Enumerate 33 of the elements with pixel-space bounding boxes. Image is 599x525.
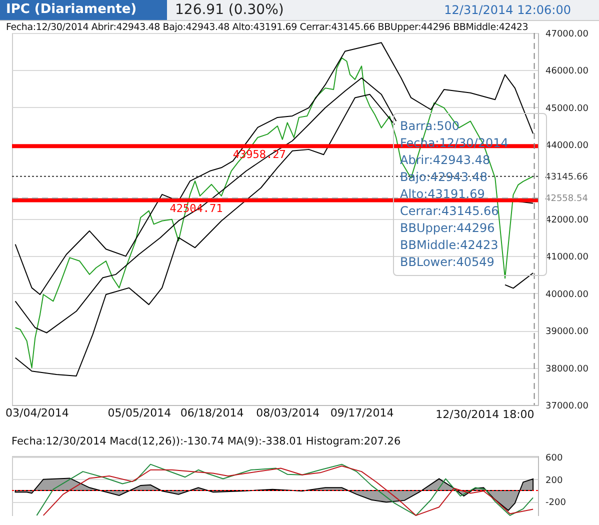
x-tick-label: 06/18/2014 <box>180 406 244 420</box>
ref-line-label: 43145.66 <box>545 172 588 182</box>
annotation: BBLower:40549 <box>400 254 496 271</box>
x-tick-label: 08/03/2014 <box>256 406 320 420</box>
y-tick-label: 40000.00 <box>546 290 589 300</box>
y-tick-label: 200 <box>546 476 563 486</box>
x-tick-label: 09/17/2014 <box>330 406 394 420</box>
annotation: BBUpper:44296 <box>400 220 496 237</box>
y-tick-label: 39000.00 <box>546 327 589 338</box>
y-tick-label: 38000.00 <box>546 364 589 374</box>
y-tick-label: 47000.00 <box>546 30 589 40</box>
chart-title: IPC (Diariamente) <box>0 0 167 20</box>
text: 126.91 (0.30%) <box>175 1 284 20</box>
text: 12/31/2014 12:06:00 <box>444 2 571 19</box>
y-tick-label: 41000.00 <box>546 252 589 263</box>
chart-subtitle: Fecha:12/30/2014 Abrir:42943.48 Bajo:42943.48 Alto:43191.69 Cerrar:43145.66 BBUpper:44296 BBMiddle:42423 <box>6 22 528 33</box>
ref-line-label: 12/30/2014 18:00 <box>436 408 534 421</box>
y-tick-label: 46000.00 <box>546 66 589 77</box>
chart-title: Fecha:12/30/2014 Macd(12,26)):-130.74 MA(9):-338.01 Histogram:207.26 <box>12 436 401 448</box>
annotation: BBMiddle:42423 <box>400 237 500 254</box>
y-tick-label: 600 <box>546 454 563 464</box>
y-tick-label: 44000.00 <box>546 141 589 152</box>
y-tick-label: -200 <box>546 498 566 508</box>
annotation: Alto:43191.69 <box>400 186 486 203</box>
line-series <box>14 42 534 296</box>
ref-line-label: 42558.54 <box>545 194 588 204</box>
annotation: Bajo:42943.48 <box>400 169 489 186</box>
x-tick-label: 05/05/2014 <box>108 406 172 420</box>
y-tick-label: 42000.00 <box>546 216 589 226</box>
y-tick-label: 45000.00 <box>546 104 589 114</box>
x-tick-label: 03/04/2014 <box>6 406 69 420</box>
annotation: Cerrar:43145.66 <box>400 203 500 220</box>
y-tick-label: 37000.00 <box>546 402 589 412</box>
